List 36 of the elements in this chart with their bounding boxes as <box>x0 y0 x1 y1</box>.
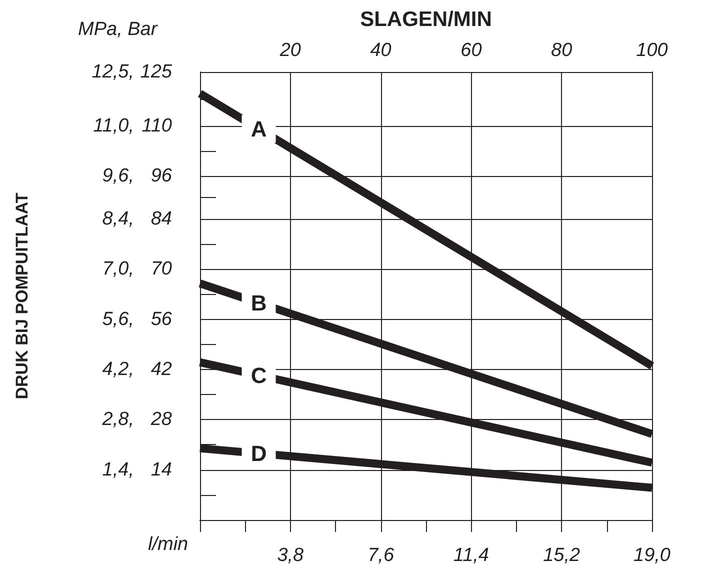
x-tick-label: 15,2 <box>543 545 581 566</box>
y-tick-label: 12,5, <box>92 62 134 82</box>
y2-tick-label: 96 <box>150 165 172 186</box>
y-tick-label: 5,6, <box>102 308 134 330</box>
y2-tick-label: 56 <box>150 308 172 330</box>
y-tick-label: 7,0, <box>102 258 134 280</box>
x-tick-label: 3,8 <box>277 545 304 566</box>
y2-tick-label: 28 <box>150 409 172 430</box>
y-tick-label: 9,6, <box>102 165 134 186</box>
legend-label: B <box>250 290 267 316</box>
text: MPa, Bar <box>78 19 158 40</box>
y-tick-label: 2,8, <box>101 409 134 430</box>
x-tick-label: 19,0 <box>634 545 671 566</box>
series-label: C <box>250 362 267 388</box>
x2-tick-label: 80 <box>551 40 573 61</box>
y-tick-label: 1,4, <box>102 459 134 480</box>
x-axis-title: l/min <box>148 534 188 555</box>
y2-tick-label: 125 <box>140 62 172 82</box>
y2-tick-label: 110 <box>142 115 172 136</box>
x2-axis-title: SLAGEN/MIN <box>360 8 492 31</box>
x2-tick-label: 60 <box>460 40 482 61</box>
x-tick-label: 7,6 <box>368 545 394 566</box>
x2-tick-label: 20 <box>278 40 302 61</box>
y2-tick-label: 84 <box>150 208 172 230</box>
y-axis-title: DRUK BIJ POMPUITLAAT <box>12 192 32 400</box>
x2-tick-label: 100 <box>636 40 668 61</box>
x2-tick-label: 40 <box>370 40 392 61</box>
y2-tick-label: 70 <box>150 258 172 280</box>
y-tick-label: 4,2, <box>102 358 134 380</box>
y-tick-label: 11,0, <box>93 115 134 136</box>
series-label: A <box>250 116 267 142</box>
y-tick-label: 8,4, <box>102 208 134 230</box>
y2-tick-label: 14 <box>150 459 172 480</box>
x-tick-label: 11,4 <box>453 545 489 566</box>
legend-label: D <box>250 440 267 466</box>
y2-tick-label: 42 <box>150 358 172 380</box>
